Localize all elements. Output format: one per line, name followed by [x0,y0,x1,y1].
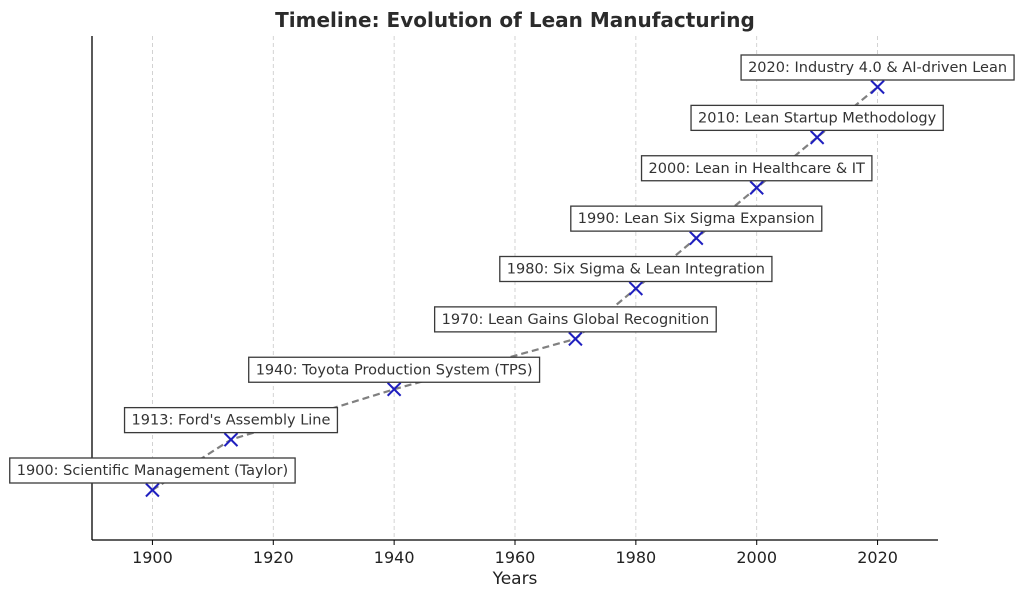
event-label-1913: 1913: Ford's Assembly Line [123,406,339,434]
x-tick-label-1960: 1960 [495,548,536,567]
event-label-box [499,255,773,283]
x-tick-label-1940: 1940 [374,548,415,567]
event-label-text: 1990: Lean Six Sigma Expansion [578,211,815,227]
x-tick-label-1920: 1920 [253,548,294,567]
event-label-1900: 1900: Scientific Management (Taylor) [9,457,296,484]
event-label-1970: 1970: Lean Gains Global Recognition [433,306,717,333]
marker-2010 [809,130,825,145]
x-tick-label-2000: 2000 [736,548,777,567]
event-label-box [248,356,541,383]
markers [145,79,885,498]
x-tick-label-1900: 1900 [132,548,173,567]
event-label-text: 1940: Toyota Production System (TPS) [256,362,533,378]
event-label-text: 2010: Lean Startup Methodology [698,110,937,126]
event-label-text: 2000: Lean in Healthcare & IT [649,161,865,177]
event-label-text: 1970: Lean Gains Global Recognition [442,312,710,328]
event-label-text: 1900: Scientific Management (Taylor) [17,463,288,479]
marker-2000 [749,180,764,195]
event-label-1980: 1980: Six Sigma & Lean Integration [499,255,773,283]
marker-1900 [145,482,160,498]
x-axis-ticks: 1900 1920 1940 1960 1980 2000 2020 [132,540,898,567]
marker-1990 [689,230,704,246]
event-label-box [640,155,873,182]
event-label-text: 1980: Six Sigma & Lean Integration [507,262,765,278]
marker-2020 [870,79,885,95]
event-labels: 1900: Scientific Management (Taylor) 1913… [9,54,1015,484]
event-label-text: 1913: Ford's Assembly Line [132,413,331,429]
event-label-2000: 2000: Lean in Healthcare & IT [640,155,873,182]
event-label-1940: 1940: Toyota Production System (TPS) [248,356,541,383]
event-label-2020: 2020: Industry 4.0 & AI-driven Lean [740,54,1015,81]
event-label-box [123,406,339,434]
marker-1913 [223,432,239,447]
event-label-box [740,54,1015,81]
x-tick-label-1980: 1980 [615,548,656,567]
marker-1980 [628,281,644,296]
event-label-2010: 2010: Lean Startup Methodology [690,104,944,132]
event-label-box [9,457,296,484]
x-axis-title: Years [492,569,538,589]
x-tick-label-2020: 2020 [857,548,898,567]
event-label-1990: 1990: Lean Six Sigma Expansion [570,205,823,232]
marker-1970 [568,331,583,347]
event-label-box [690,104,944,132]
chart-title: Timeline: Evolution of Lean Manufacturin… [275,8,755,32]
event-label-text: 2020: Industry 4.0 & AI-driven Lean [748,60,1007,76]
event-label-box [570,205,823,232]
marker-1940 [386,382,402,397]
event-label-box [433,306,717,333]
